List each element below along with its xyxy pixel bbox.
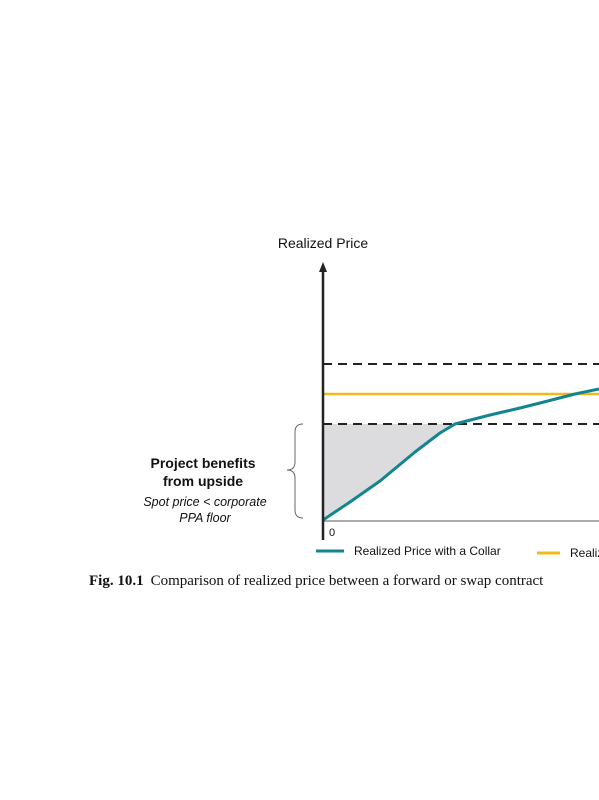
figure-caption-text: Comparison of realized price between a f…	[151, 573, 545, 589]
annotation-brace	[286, 423, 304, 519]
annotation-title-line2: from upside	[163, 473, 243, 489]
figure-caption: Fig. 10.1 Comparison of realized price be…	[89, 573, 544, 589]
annotation-title-line1: Project benefits	[150, 455, 255, 471]
legend-label-collar: Realized Price with a Collar	[354, 544, 501, 558]
legend-label-fixed: Realiz	[570, 546, 599, 560]
origin-label: 0	[329, 527, 335, 539]
figure-caption-number: Fig. 10.1	[89, 573, 144, 589]
annotation-note-line1: Spot price < corporate	[143, 495, 266, 509]
y-axis-arrowhead	[319, 262, 327, 272]
collar-price-line	[322, 387, 599, 522]
annotation-note-line2: PPA floor	[179, 511, 231, 525]
y-axis-label: Realized Price	[278, 235, 368, 251]
